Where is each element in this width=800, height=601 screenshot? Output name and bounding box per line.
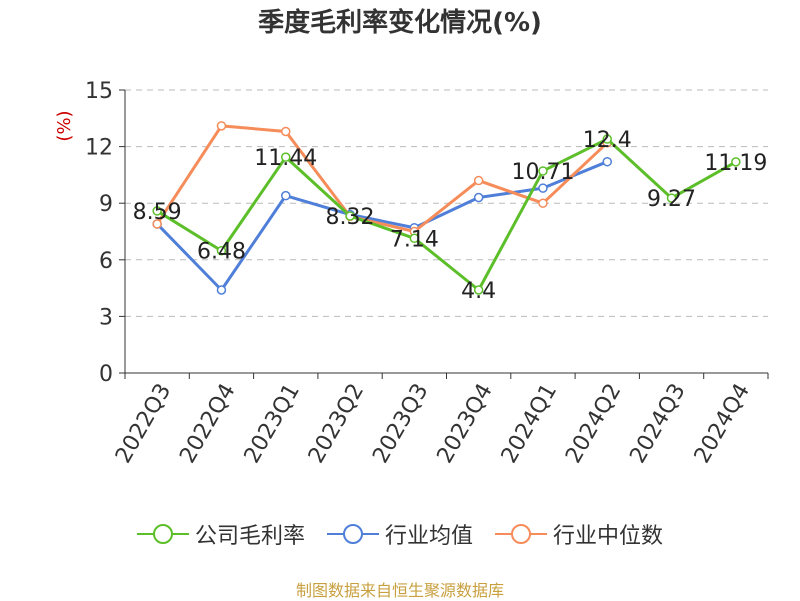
- data-point: [538, 198, 548, 208]
- data-point: [216, 121, 227, 131]
- data-point: [216, 285, 227, 295]
- data-point: [281, 152, 291, 162]
- y-tick-label: 9: [99, 192, 113, 217]
- x-tick-label: 2022Q4: [175, 380, 240, 468]
- x-tick-label: 2024Q4: [690, 380, 755, 468]
- data-point: [409, 233, 420, 244]
- data-point: [602, 156, 612, 167]
- y-axis-label: (%): [54, 110, 75, 141]
- data-point: [473, 175, 484, 186]
- data-point: [666, 193, 677, 203]
- data-point: [731, 157, 741, 167]
- source-note: 制图数据来自恒生聚源数据库: [295, 581, 504, 600]
- data-label: 12.4: [583, 128, 632, 153]
- gridlines: [125, 89, 768, 317]
- data-point: [281, 190, 291, 201]
- data-label: 4.4: [461, 279, 496, 304]
- x-tick-label: 2024Q3: [625, 380, 690, 468]
- data-labels: 8.59 6.48 11.44 8.32 7.14 4.4 10.71 12.4 9.27 11.…: [133, 128, 768, 304]
- legend-item: 公司毛利率: [136, 518, 305, 550]
- y-tick-label: 0: [99, 362, 113, 387]
- legend-item: 行业均值: [326, 518, 473, 550]
- legend-swatch: [136, 524, 189, 544]
- data-label: 6.48: [197, 240, 246, 265]
- data-point: [473, 192, 484, 203]
- data-point: [538, 183, 548, 193]
- data-label: 8.59: [133, 200, 182, 225]
- data-label: 9.27: [647, 187, 696, 212]
- x-tick-label: 2024Q1: [497, 380, 562, 468]
- legend-swatch: [495, 524, 547, 544]
- data-point: [473, 285, 484, 295]
- x-tick-label: 2022Q3: [111, 380, 176, 468]
- data-point: [152, 206, 162, 216]
- chart-title: 季度毛利率变化情况(%): [258, 8, 542, 38]
- legend: 公司毛利率 行业均值 行业中位数: [0, 518, 800, 550]
- y-tick-label: 6: [99, 249, 113, 274]
- data-label: 11.44: [254, 146, 317, 171]
- y-tick-label: 15: [85, 79, 113, 104]
- y-tick-label: 12: [85, 136, 113, 161]
- series-line: [155, 124, 609, 233]
- data-point: [152, 219, 162, 229]
- data-point: [281, 126, 291, 137]
- y-tick-label: 3: [99, 305, 113, 330]
- data-label: 8.32: [326, 205, 375, 230]
- series-line: [156, 137, 737, 292]
- x-tick-label: 2023Q4: [433, 380, 498, 468]
- x-tick-label: 2023Q2: [304, 380, 369, 468]
- axes: 03691215(%)2022Q32022Q42023Q12023Q22023Q…: [54, 79, 769, 468]
- data-point: [345, 211, 355, 221]
- series-lines: [152, 121, 741, 295]
- data-point: [538, 166, 548, 176]
- legend-swatch: [326, 524, 379, 544]
- legend-item: 行业中位数: [495, 518, 663, 550]
- data-point: [216, 245, 227, 256]
- legend-label: 行业中位数: [553, 524, 664, 549]
- x-tick-label: 2023Q3: [368, 379, 433, 467]
- data-label: 7.14: [390, 227, 439, 252]
- data-label: 10.71: [511, 160, 574, 185]
- data-point: [602, 134, 612, 144]
- data-label: 11.19: [704, 151, 767, 176]
- x-tick-label: 2024Q2: [561, 380, 626, 468]
- legend-label: 行业均值: [384, 524, 473, 549]
- x-tick-label: 2023Q1: [240, 380, 305, 468]
- legend-label: 公司毛利率: [194, 524, 305, 549]
